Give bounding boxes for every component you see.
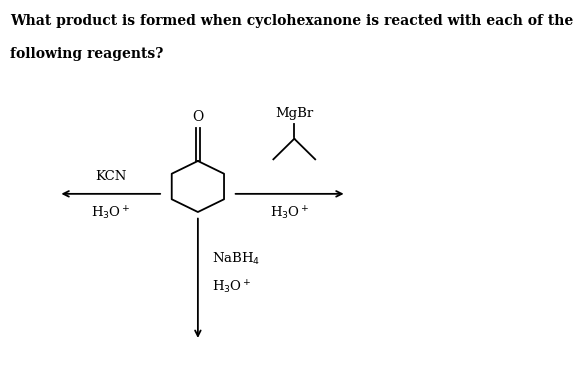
- Text: H$_3$O$^+$: H$_3$O$^+$: [270, 205, 309, 222]
- Text: H$_3$O$^+$: H$_3$O$^+$: [212, 278, 251, 296]
- Text: NaBH$_4$: NaBH$_4$: [212, 251, 260, 267]
- Text: O: O: [192, 110, 203, 124]
- Text: MgBr: MgBr: [275, 107, 314, 120]
- Text: following reagents?: following reagents?: [10, 47, 163, 61]
- Text: H$_3$O$^+$: H$_3$O$^+$: [91, 205, 131, 222]
- Text: What product is formed when cyclohexanone is reacted with each of the: What product is formed when cyclohexanon…: [10, 14, 573, 28]
- Text: KCN: KCN: [95, 170, 127, 183]
